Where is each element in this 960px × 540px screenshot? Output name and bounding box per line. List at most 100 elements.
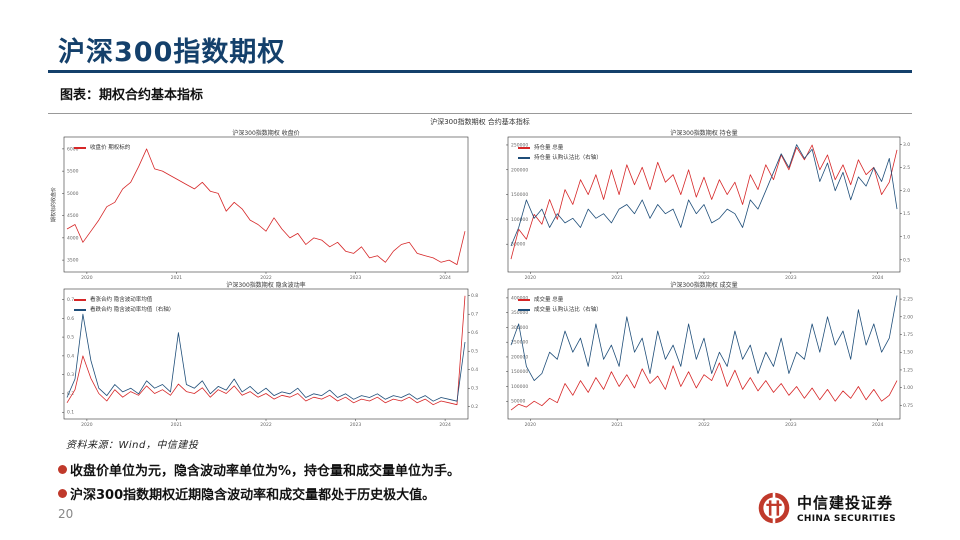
x-tick-label: 2024 [439,275,451,281]
x-tick-label: 2023 [785,275,797,281]
x-tick-label: 2023 [350,422,362,428]
x-tick-label: 2024 [872,422,884,428]
panel-plot: 2020 2021 2022 2023 2024 0.1 0.2 0.3 0.4 0.5 0.6 0.… [62,288,478,428]
y2-tick-label: 3.0 [903,142,910,148]
source-note: 资料来源：Wind，中信建投 [66,440,199,451]
y-tick-label: 3500 [67,258,79,264]
company-logo: 中信建投证券 CHINA SECURITIES [757,490,917,526]
panel-title: 沪深300指数期权 收盘价 [232,130,300,137]
bullet-dot-icon [58,489,67,498]
x-tick-label: 2022 [698,422,710,428]
y2-tick-label: 0.4 [471,367,478,373]
caption-rule [48,113,912,114]
y-tick-label: 0.7 [67,297,74,303]
legend-swatch [74,147,86,149]
y2-tick-label: 0.6 [471,330,478,336]
y2-tick-label: 0.75 [903,403,913,409]
x-tick-label: 2020 [525,275,537,281]
bullet-text: 收盘价单位为元，隐含波动率单位为%，持仓量和成交量单位为手。 [70,464,461,479]
x-tick-label: 2024 [872,275,884,281]
y-tick-label: 350000 [511,310,528,316]
panel-title: 沪深300指数期权 隐含波动率 [226,282,306,289]
bullet-item: 收盘价单位为元，隐含波动率单位为%，持仓量和成交量单位为手。 [58,460,460,479]
y2-tick-label: 2.5 [903,165,910,171]
chart-panel-open-interest: 沪深300指数期权 持仓量 2020 2021 2022 2023 2024 50000 1… [506,130,910,281]
figure-caption: 图表：期权合约基本指标 [60,88,204,103]
legend-entry: 收盘价 期权标的 [74,143,130,153]
y2-tick-label: 1.50 [903,350,913,356]
bullet-dot-icon [58,465,67,474]
logo-name-en: CHINA SECURITIES [797,514,896,524]
panel-plot: 2020 2021 2022 2023 2024 3500 4000 4500 5000 5500… [50,136,469,281]
y2-tick-label: 2.0 [903,188,910,194]
y-tick-label: 0.2 [67,391,74,397]
x-tick-label: 2024 [439,422,451,428]
y-tick-label: 250000 [511,340,528,346]
x-tick-label: 2021 [171,275,183,281]
legend-entry: 看涨合约 隐含波动率均值 [74,295,174,305]
legend-entry: 成交量 认购认沽比（右轴） [518,305,602,315]
y-tick-label: 150000 [511,369,528,375]
y-tick-label: 400000 [511,295,528,301]
y2-tick-label: 1.0 [903,234,910,240]
chart-suptitle: 沪深300指数期权 合约基本指标 [430,118,530,126]
y2-tick-label: 0.5 [471,349,478,355]
x-tick-label: 2020 [525,422,537,428]
y2-tick-label: 0.5 [903,257,910,263]
legend-entry: 持仓量 认购认沽比（右轴） [518,153,602,163]
x-tick-label: 2020 [81,422,93,428]
legend-swatch [74,299,86,301]
chart-legend: 成交量 总量 成交量 认购认沽比（右轴） [518,295,602,315]
legend-entry: 成交量 总量 [518,295,602,305]
y-tick-label: 4000 [67,235,79,241]
y2-tick-label: 0.2 [471,404,478,410]
series-line-2 [510,295,898,381]
x-tick-label: 2023 [785,422,797,428]
bullet-text: 沪深300指数期权近期隐含波动率和成交量都处于历史极大值。 [70,488,436,503]
y2-tick-label: 1.00 [903,385,913,391]
legend-label: 收盘价 期权标的 [90,145,131,151]
y2-tick-label: 0.3 [471,386,478,392]
citic-logo-icon [758,492,790,524]
x-tick-label: 2020 [81,275,93,281]
legend-label: 看涨合约 隐含波动率均值 [90,297,153,303]
y-tick-label: 0.5 [67,335,74,341]
chart-legend: 看涨合约 隐含波动率均值 看跌合约 隐含波动率均值（右轴） [74,295,174,315]
y-tick-label: 200000 [511,167,528,173]
y2-tick-label: 2.00 [903,314,913,320]
x-tick-label: 2021 [171,422,183,428]
legend-label: 成交量 认购认沽比（右轴） [534,307,602,313]
y2-tick-label: 0.7 [471,312,478,318]
bullet-item: 沪深300指数期权近期隐含波动率和成交量都处于历史极大值。 [58,484,435,503]
x-tick-label: 2022 [698,275,710,281]
panel-title: 沪深300指数期权 成交量 [670,282,738,289]
x-tick-label: 2023 [350,275,362,281]
x-tick-label: 2022 [260,275,272,281]
y-tick-label: 100000 [511,384,528,390]
series-line-1 [510,144,898,260]
y-tick-label: 100000 [511,217,528,223]
legend-swatch [74,309,86,311]
legend-label: 看跌合约 隐含波动率均值（右轴） [90,307,175,313]
y-tick-label: 250000 [511,142,528,148]
x-tick-label: 2021 [611,422,623,428]
series-line-1 [66,295,466,406]
series-line-2 [510,144,898,247]
legend-swatch [518,147,530,149]
logo-name-cn: 中信建投证券 [797,494,894,512]
y-tick-label: 0.6 [67,316,74,322]
chart-panel-volume: 沪深300指数期权 成交量 2020 2021 2022 2023 2024 50000 1… [506,282,913,428]
slide-title: 沪深300指数期权 [58,37,286,68]
legend-swatch [518,299,530,301]
legend-entry: 持仓量 总量 [518,143,602,153]
legend-swatch [518,309,530,311]
series-line-1 [510,362,898,411]
legend-entry: 看跌合约 隐含波动率均值（右轴） [74,305,174,315]
legend-swatch [518,157,530,159]
panel-plot: 2020 2021 2022 2023 2024 50000 100000 150000 200… [506,136,910,281]
plot-frame [507,288,901,420]
chart-legend: 持仓量 总量 持仓量 认购认沽比（右轴） [518,143,602,163]
series-line-1 [66,148,466,265]
y-tick-label: 0.3 [67,372,74,378]
x-tick-label: 2021 [611,275,623,281]
